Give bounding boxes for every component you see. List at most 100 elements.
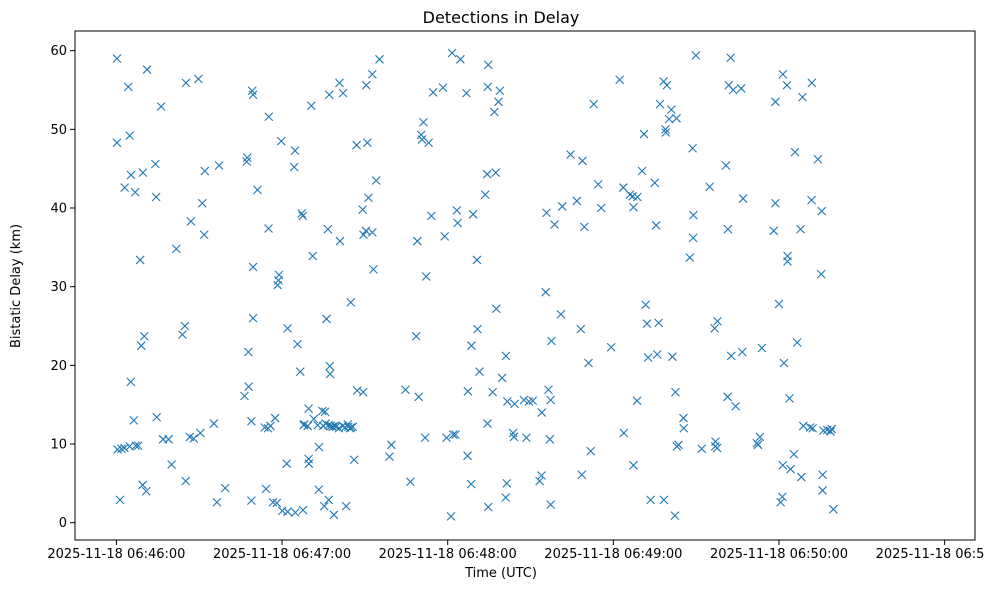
data-point bbox=[654, 318, 664, 328]
data-point bbox=[243, 347, 253, 357]
data-point bbox=[442, 433, 451, 443]
data-point bbox=[546, 500, 556, 509]
data-point bbox=[664, 114, 674, 124]
data-point bbox=[151, 192, 161, 202]
data-point bbox=[798, 421, 808, 431]
data-point bbox=[123, 82, 133, 92]
data-point bbox=[115, 495, 125, 505]
data-point bbox=[494, 97, 503, 107]
data-point bbox=[260, 423, 270, 432]
data-point bbox=[440, 231, 450, 241]
data-point bbox=[141, 486, 151, 496]
data-point bbox=[406, 477, 415, 487]
data-point bbox=[180, 321, 190, 331]
axes-frame bbox=[74, 30, 976, 541]
data-point bbox=[557, 202, 567, 211]
data-point bbox=[298, 505, 308, 515]
data-point bbox=[789, 449, 799, 459]
data-point bbox=[135, 255, 145, 265]
data-point bbox=[266, 421, 275, 431]
data-point bbox=[112, 54, 122, 63]
y-tick-label: 40 bbox=[50, 202, 67, 217]
data-point bbox=[593, 180, 603, 189]
data-point bbox=[195, 428, 205, 438]
y-tick-label: 50 bbox=[50, 123, 67, 138]
data-point bbox=[264, 224, 273, 233]
data-point bbox=[346, 423, 356, 432]
data-point bbox=[314, 485, 324, 495]
data-point bbox=[541, 287, 551, 297]
data-point bbox=[807, 78, 817, 88]
data-point bbox=[639, 129, 649, 139]
data-point bbox=[453, 218, 463, 228]
data-point bbox=[495, 86, 505, 96]
data-point bbox=[489, 107, 499, 117]
data-point bbox=[112, 138, 122, 148]
data-point bbox=[535, 476, 545, 486]
data-point bbox=[827, 424, 837, 434]
data-point bbox=[816, 269, 826, 279]
data-point bbox=[214, 161, 224, 170]
chart-title: Detections in Delay bbox=[423, 8, 580, 27]
data-point bbox=[544, 385, 553, 395]
data-point bbox=[697, 444, 707, 454]
data-point bbox=[367, 228, 377, 237]
data-point bbox=[641, 300, 651, 310]
data-point bbox=[138, 168, 148, 177]
data-point bbox=[290, 146, 300, 155]
data-point bbox=[304, 404, 313, 414]
y-tick-label: 60 bbox=[50, 44, 67, 59]
data-point bbox=[778, 460, 788, 470]
x-axis-label: Time (UTC) bbox=[464, 566, 537, 581]
data-point bbox=[475, 367, 484, 377]
data-point bbox=[576, 324, 586, 334]
data-point bbox=[130, 187, 140, 197]
data-point bbox=[777, 492, 787, 502]
data-point bbox=[519, 395, 529, 405]
data-point bbox=[349, 455, 359, 465]
data-point bbox=[438, 83, 448, 93]
data-point bbox=[467, 341, 476, 351]
data-point bbox=[728, 85, 738, 95]
data-point bbox=[779, 358, 789, 368]
data-point bbox=[126, 170, 136, 180]
data-point bbox=[472, 255, 482, 265]
data-point bbox=[671, 387, 680, 397]
data-point bbox=[546, 395, 556, 405]
data-point bbox=[578, 156, 587, 166]
data-point bbox=[139, 331, 149, 341]
data-point bbox=[826, 427, 836, 436]
data-point bbox=[545, 434, 555, 444]
data-point bbox=[248, 90, 258, 100]
data-point bbox=[133, 441, 143, 450]
data-point bbox=[240, 391, 249, 401]
x-tick-label: 2025-11-18 06:49:00 bbox=[544, 547, 682, 562]
data-point bbox=[181, 78, 191, 88]
data-point bbox=[501, 493, 511, 502]
data-point bbox=[778, 69, 788, 79]
data-point bbox=[643, 353, 653, 362]
data-point bbox=[283, 507, 292, 517]
data-point bbox=[462, 88, 471, 98]
data-point bbox=[247, 416, 256, 426]
data-point bbox=[468, 209, 478, 219]
data-point bbox=[483, 60, 493, 70]
data-point bbox=[483, 502, 493, 512]
data-point bbox=[186, 216, 196, 226]
data-point bbox=[502, 478, 512, 488]
data-point bbox=[691, 50, 701, 60]
data-point bbox=[424, 138, 434, 148]
data-point bbox=[248, 262, 258, 272]
data-point bbox=[655, 99, 665, 109]
data-point bbox=[661, 124, 670, 134]
data-point bbox=[303, 421, 313, 431]
y-tick-label: 0 bbox=[59, 516, 67, 531]
data-point bbox=[721, 161, 731, 170]
data-point bbox=[364, 193, 373, 203]
data-point bbox=[361, 80, 371, 90]
data-point bbox=[710, 323, 720, 333]
data-point bbox=[325, 369, 335, 379]
data-point bbox=[276, 136, 286, 146]
data-point bbox=[577, 470, 587, 480]
data-point bbox=[352, 386, 362, 395]
